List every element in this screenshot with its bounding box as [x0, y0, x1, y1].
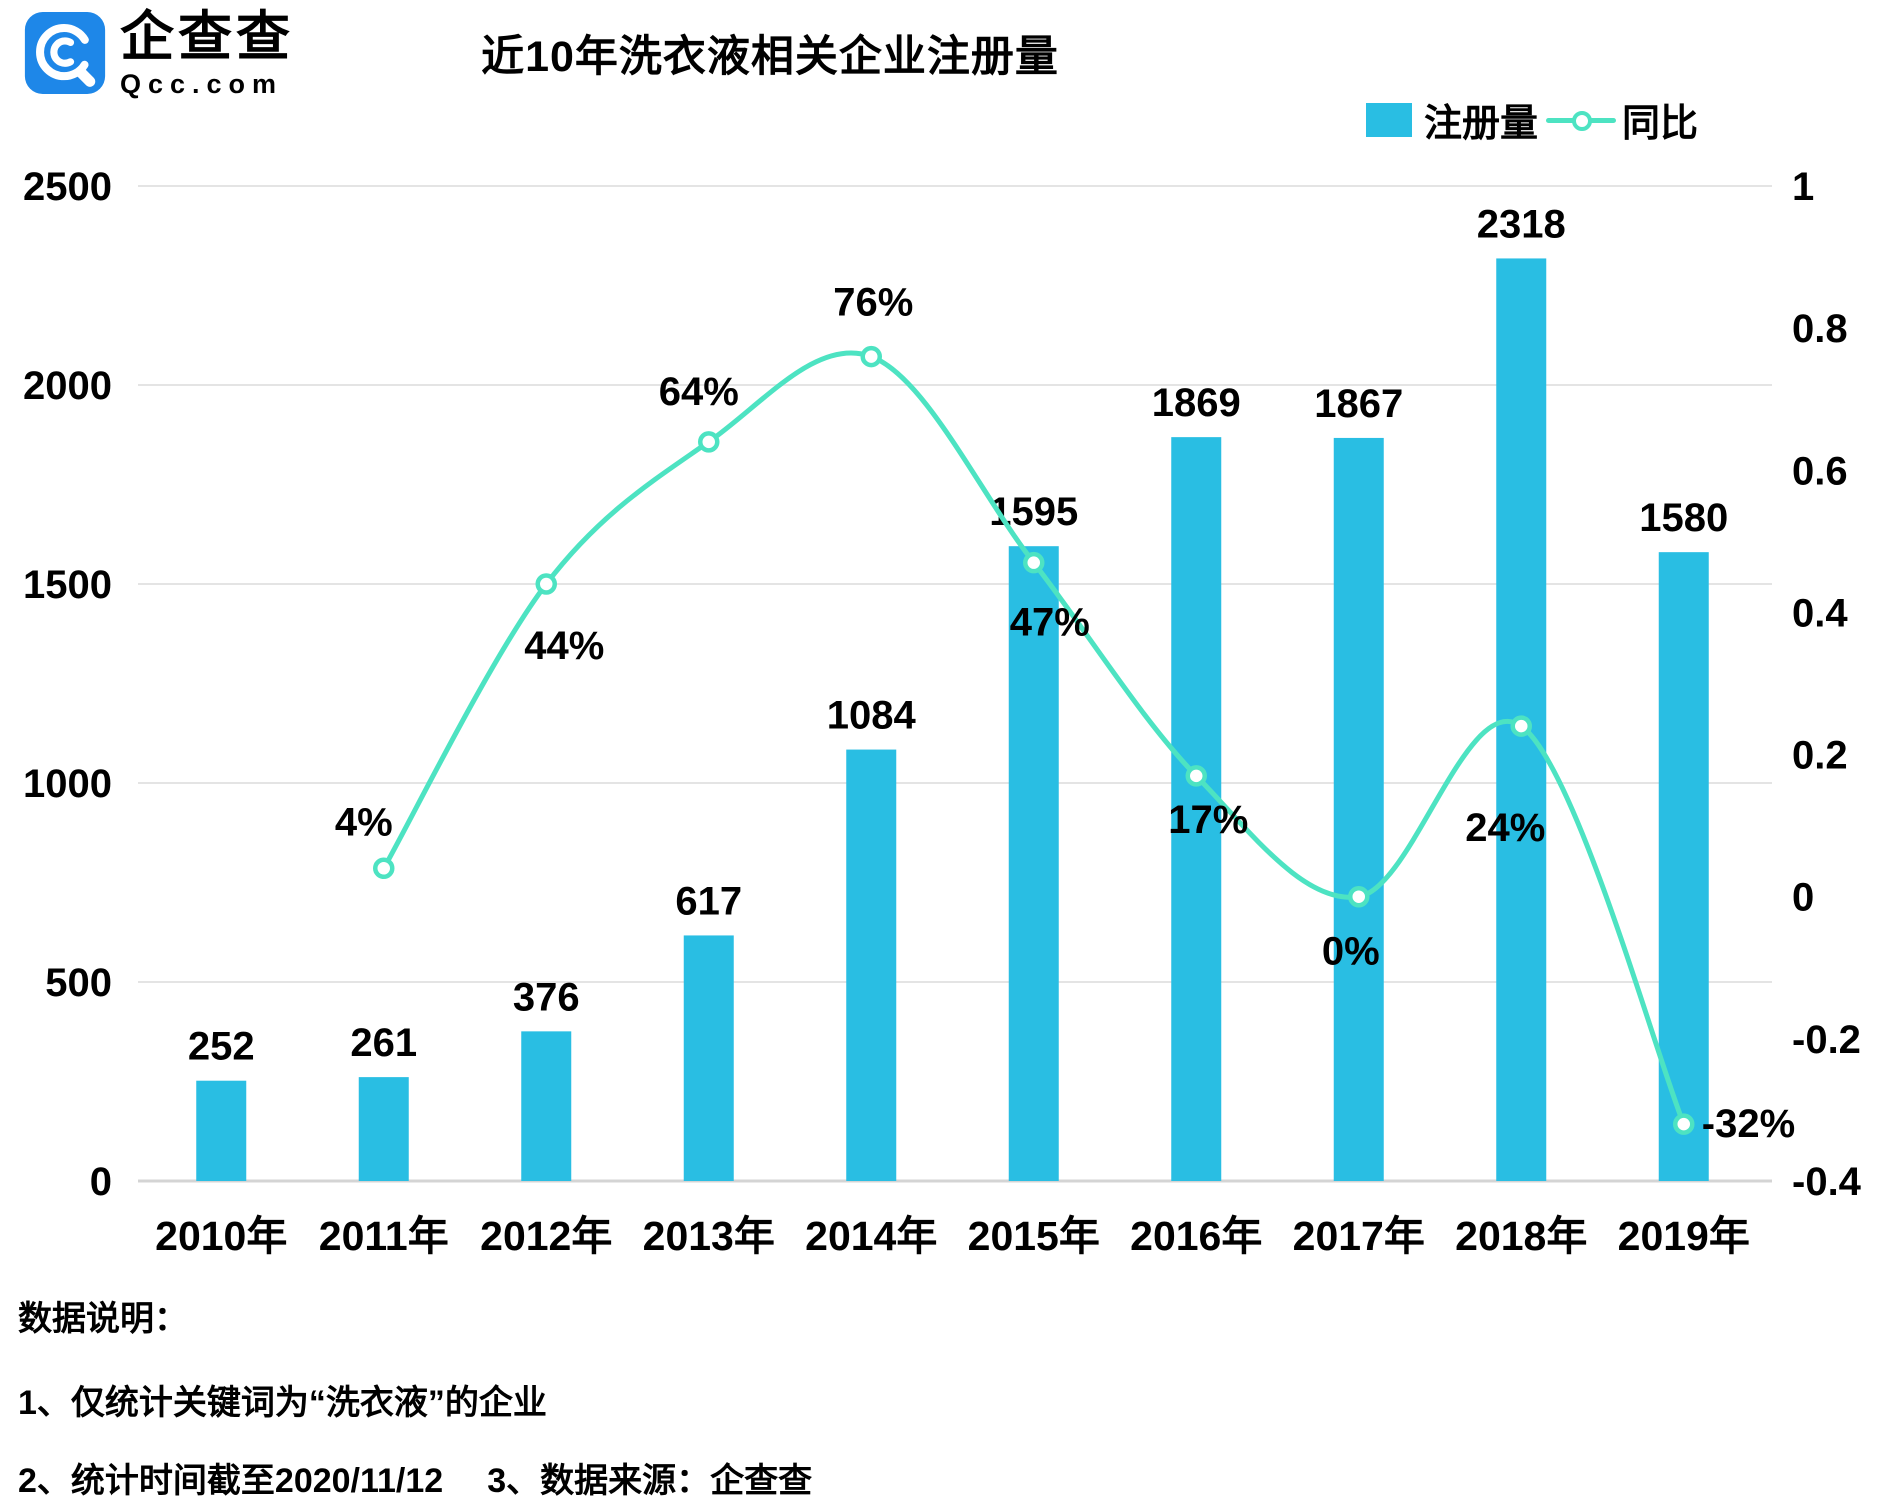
right-axis-tick: 0.6 [1792, 449, 1848, 493]
bar-value-label: 1084 [827, 694, 917, 738]
bar [1658, 552, 1709, 1181]
notes-heading: 数据说明： [18, 1300, 188, 1338]
x-axis-label: 2017年 [1293, 1213, 1425, 1259]
legend-bar-label: 注册量 [1424, 103, 1539, 145]
bar-value-label: 1595 [989, 490, 1078, 534]
x-axis-label: 2011年 [319, 1213, 449, 1259]
x-axis-label: 2016年 [1130, 1213, 1262, 1259]
right-axis-tick: 0.2 [1792, 734, 1848, 778]
left-axis-tick: 500 [45, 961, 112, 1005]
bar-value-label: 1580 [1639, 496, 1728, 540]
bar [358, 1077, 409, 1181]
line-marker [1673, 1113, 1695, 1135]
qcc-logo: 企查查 Qcc.com [24, 7, 294, 100]
x-axis-label: 2019年 [1618, 1213, 1750, 1259]
qcc-domain: Qcc.com [120, 69, 284, 100]
yoy-value-label: 76% [833, 281, 913, 325]
x-axis-label: 2014年 [805, 1213, 937, 1259]
qcc-logo-text: 企查查 Qcc.com [120, 7, 294, 100]
left-axis-tick: 1000 [23, 762, 112, 806]
notes-line-3: 3、数据来源：企查查 [487, 1462, 813, 1500]
right-axis-tick: 0 [1792, 876, 1814, 920]
x-axis-label: 2015年 [968, 1213, 1100, 1259]
chart-legend: 注册量 同比 [1366, 92, 1698, 147]
bar-value-label: 252 [188, 1025, 255, 1069]
yoy-value-label: -32% [1702, 1102, 1795, 1146]
yoy-value-label: 44% [524, 624, 604, 668]
yoy-value-label: 4% [335, 800, 393, 844]
notes-line-2: 2、统计时间截至2020/11/12 [18, 1462, 444, 1500]
bar-value-label: 1867 [1314, 382, 1403, 426]
line-marker [698, 431, 720, 453]
x-axis-label: 2013年 [643, 1213, 775, 1259]
left-axis-tick: 0 [90, 1160, 112, 1204]
bar [1333, 437, 1384, 1182]
bar [683, 935, 734, 1181]
legend-line-marker-icon [1546, 103, 1617, 137]
line-marker [1185, 765, 1207, 787]
right-axis-tick: 1 [1792, 165, 1814, 209]
qcc-brand-name: 企查查 [120, 7, 294, 67]
right-axis-tick: -0.4 [1792, 1160, 1862, 1204]
legend-line-label: 同比 [1622, 103, 1699, 145]
line-marker [1510, 715, 1532, 737]
right-axis-tick: -0.2 [1792, 1018, 1861, 1062]
line-marker [860, 345, 882, 368]
bar [1171, 437, 1222, 1181]
x-axis-label: 2018年 [1455, 1213, 1587, 1259]
bar [521, 1031, 572, 1181]
legend-bar-swatch [1366, 102, 1412, 137]
bar-value-label: 617 [675, 879, 742, 923]
bar-value-label: 261 [350, 1021, 417, 1065]
left-axis-tick: 2000 [23, 364, 112, 408]
left-axis-tick: 2500 [23, 165, 112, 209]
yoy-value-label: 0% [1322, 930, 1380, 974]
qcc-logo-icon [24, 12, 106, 94]
bar [196, 1080, 247, 1181]
yoy-value-label: 17% [1168, 798, 1248, 842]
notes-line-1: 1、仅统计关键词为“洗衣液”的企业 [18, 1384, 547, 1422]
x-axis-label: 2010年 [155, 1213, 287, 1259]
yoy-value-label: 24% [1465, 806, 1545, 850]
line-marker [1023, 551, 1045, 574]
yoy-value-label: 47% [1010, 601, 1090, 645]
bar [846, 749, 897, 1181]
bar [1008, 546, 1059, 1181]
line-marker [1348, 885, 1370, 908]
page-title: 近10年洗衣液相关企业注册量 [481, 33, 1059, 81]
right-axis-tick: 0.4 [1792, 591, 1848, 635]
x-axis-label: 2012年 [480, 1213, 612, 1259]
line-marker [373, 857, 395, 880]
right-axis-tick: 0.8 [1792, 307, 1848, 351]
left-axis-tick: 1500 [23, 563, 112, 607]
bar-value-label: 2318 [1477, 202, 1566, 246]
bar-value-label: 376 [513, 975, 580, 1019]
bar-value-label: 1869 [1152, 381, 1241, 425]
line-marker [535, 573, 557, 595]
yoy-value-label: 64% [659, 370, 739, 414]
